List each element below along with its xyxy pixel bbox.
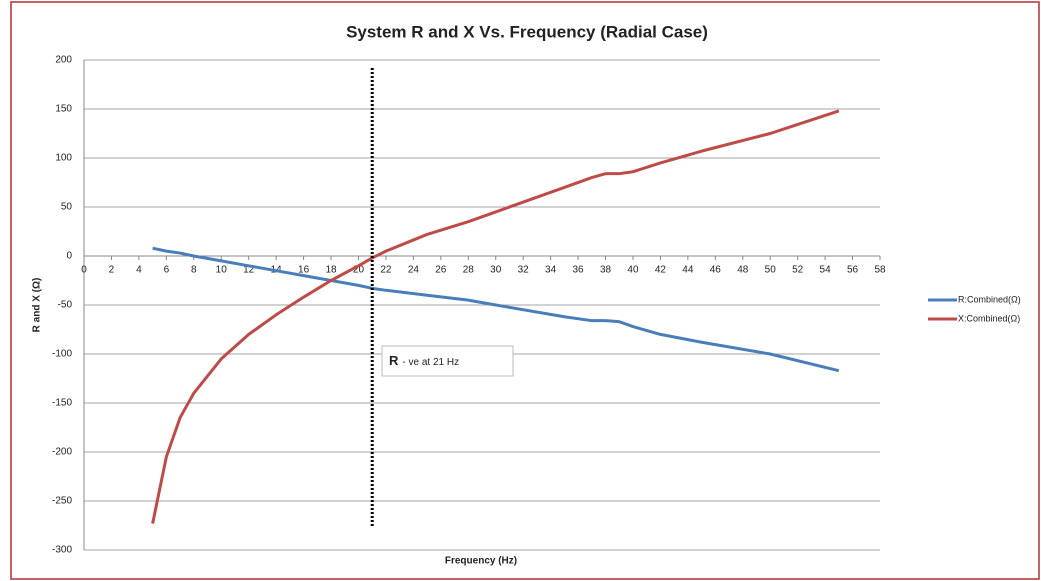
y-tick-label: 0 — [66, 251, 72, 262]
x-tick-label: 28 — [463, 265, 475, 276]
x-tick-label: 16 — [298, 265, 310, 276]
y-tick-label: -200 — [52, 447, 72, 458]
x-tick-label: 30 — [490, 265, 502, 276]
y-tick-label: -100 — [52, 349, 72, 360]
x-tick-label: 38 — [600, 265, 612, 276]
chart-frame — [10, 1, 1040, 580]
x-tick-label: 22 — [380, 265, 392, 276]
y-tick-label: -50 — [58, 300, 73, 311]
x-tick-label: 4 — [136, 265, 142, 276]
x-tick-label: 8 — [191, 265, 197, 276]
y-tick-label: -150 — [52, 398, 72, 409]
x-tick-label: 40 — [627, 265, 639, 276]
y-tick-label: -250 — [52, 496, 72, 507]
x-axis-label: Frequency (Hz) — [445, 556, 517, 567]
legend-label: X:Combined(Ω) — [958, 313, 1020, 323]
x-tick-label: 24 — [408, 265, 420, 276]
x-tick-label: 18 — [325, 265, 337, 276]
x-tick-label: 48 — [737, 265, 749, 276]
x-tick-label: 42 — [655, 265, 667, 276]
x-tick-label: 32 — [518, 265, 530, 276]
x-tick-label: 46 — [710, 265, 722, 276]
y-tick-label: 200 — [55, 55, 72, 66]
annotation-bold: R — [389, 353, 399, 368]
x-tick-label: 54 — [820, 265, 832, 276]
x-tick-label: 34 — [545, 265, 557, 276]
y-tick-label: -300 — [52, 545, 72, 556]
x-tick-label: 0 — [81, 265, 87, 276]
legend-label: R:Combined(Ω) — [958, 294, 1021, 304]
annotation-box — [381, 345, 514, 377]
x-tick-label: 12 — [243, 265, 255, 276]
annotation: R- ve at 21 Hz — [389, 353, 459, 368]
x-tick-label: 36 — [573, 265, 585, 276]
x-tick-label: 50 — [765, 265, 777, 276]
x-tick-label: 20 — [353, 265, 365, 276]
annotation-text: - ve at 21 Hz — [402, 357, 459, 368]
y-axis-label: R and X (Ω) — [32, 278, 43, 333]
y-tick-label: 150 — [55, 104, 72, 115]
series-line — [151, 109, 840, 524]
x-tick-label: 2 — [109, 265, 115, 276]
x-tick-label: 56 — [847, 265, 859, 276]
x-tick-label: 44 — [682, 265, 694, 276]
chart-title: System R and X Vs. Frequency (Radial Cas… — [346, 22, 708, 41]
x-tick-label: 10 — [216, 265, 228, 276]
x-tick-label: 58 — [874, 265, 886, 276]
x-tick-label: 26 — [435, 265, 447, 276]
series-line — [152, 246, 840, 373]
y-tick-label: 100 — [55, 153, 72, 164]
y-tick-label: 50 — [61, 202, 73, 213]
x-tick-label: 6 — [164, 265, 170, 276]
x-tick-label: 52 — [792, 265, 804, 276]
